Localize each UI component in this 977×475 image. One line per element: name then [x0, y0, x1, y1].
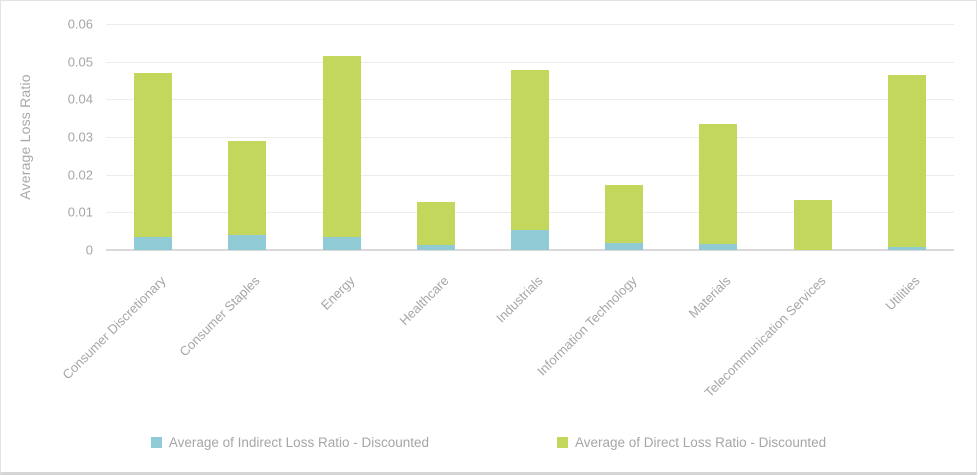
bar-segment-direct-2[interactable] — [228, 141, 266, 235]
y-tick-label: 0.03 — [67, 129, 93, 145]
bar-segment-direct-7[interactable] — [699, 123, 737, 244]
y-tick-label: 0.06 — [67, 16, 93, 32]
x-axis-line — [106, 249, 954, 251]
bar-segment-direct-9[interactable] — [888, 74, 926, 247]
legend-label-direct: Average of Direct Loss Ratio - Discounte… — [575, 435, 827, 450]
bar-segment-indirect-5[interactable] — [511, 230, 549, 250]
bar-segment-indirect-6[interactable] — [605, 243, 643, 250]
x-axis-labels: Consumer Discretionary Consumer Staples En… — [60, 273, 954, 423]
legend-swatch-indirect — [150, 437, 162, 448]
gridline — [106, 62, 954, 63]
gridline — [106, 24, 954, 25]
bar-segment-direct-6[interactable] — [605, 184, 643, 244]
legend-label-indirect: Average of Indirect Loss Ratio - Discoun… — [168, 435, 429, 450]
bar-segment-indirect-3[interactable] — [323, 236, 361, 250]
bar-segment-indirect-2[interactable] — [228, 234, 266, 250]
bar-segment-direct-1[interactable] — [134, 73, 172, 238]
y-tick-label: 0.01 — [67, 204, 93, 220]
legend-item-direct[interactable]: Average of Direct Loss Ratio - Discounte… — [557, 435, 826, 450]
legend-swatch-direct — [557, 437, 568, 448]
y-axis-tick-labels: 0 0.01 0.02 0.03 0.04 0.05 0.06 — [1, 17, 93, 258]
bar-segment-direct-3[interactable] — [323, 55, 361, 237]
bar-segment-indirect-7[interactable] — [699, 243, 737, 250]
bar-segment-indirect-4[interactable] — [417, 245, 455, 250]
y-tick-label: 0.05 — [67, 54, 93, 70]
y-tick-label: 0.04 — [67, 91, 93, 107]
bar-segment-direct-8[interactable] — [794, 199, 832, 250]
legend: Average of Indirect Loss Ratio - Discoun… — [1, 435, 976, 450]
bar-segment-direct-4[interactable] — [417, 201, 455, 246]
legend-item-indirect[interactable]: Average of Indirect Loss Ratio - Discoun… — [150, 435, 429, 450]
bar-segment-indirect-9[interactable] — [888, 247, 926, 250]
y-tick-label: 0 — [85, 242, 93, 258]
plot-area — [106, 24, 954, 251]
bar-segment-direct-5[interactable] — [511, 69, 549, 231]
y-tick-label: 0.02 — [67, 167, 93, 183]
bar-segment-indirect-1[interactable] — [134, 237, 172, 250]
